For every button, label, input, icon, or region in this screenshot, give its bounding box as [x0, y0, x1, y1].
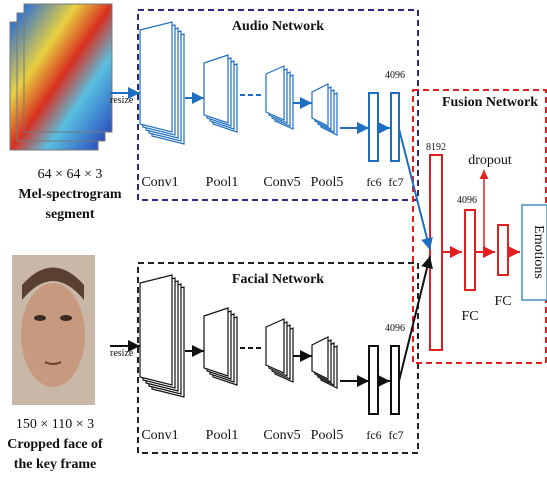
- fc-label: FC: [494, 294, 511, 309]
- fc-layer: [465, 210, 475, 290]
- fc-label: FC: [461, 309, 478, 324]
- arrow: [398, 256, 430, 385]
- layer-label: fc6: [366, 175, 381, 189]
- facial-input-label: Cropped face of: [7, 437, 103, 452]
- network-title: Audio Network: [232, 19, 324, 34]
- output-label: Emotions: [531, 225, 546, 279]
- layer-label: Conv1: [141, 428, 178, 443]
- conv-layer: [266, 66, 284, 120]
- dropout-label: dropout: [468, 153, 512, 168]
- resize-label: resize: [110, 95, 134, 106]
- layer-label: Conv1: [141, 175, 178, 190]
- fc-layer: [391, 93, 399, 161]
- concat-layer: [430, 155, 442, 350]
- layer-label: fc7: [388, 428, 403, 442]
- layer-label: Pool1: [206, 428, 239, 443]
- concat-size: 8192: [426, 142, 446, 153]
- conv-layer: [266, 319, 284, 373]
- layer-label: Pool5: [311, 428, 344, 443]
- layer-label: fc7: [388, 175, 403, 189]
- fc-layer: [369, 93, 378, 161]
- fusion-title: Fusion Network: [442, 95, 538, 110]
- fc-layer: [498, 225, 508, 275]
- fc-layer: [391, 346, 399, 414]
- fc-size: 4096: [457, 195, 477, 206]
- spectrogram-image: [10, 4, 112, 150]
- layer-label: Conv5: [263, 428, 300, 443]
- layer-label: Pool1: [206, 175, 239, 190]
- pool-layer: [204, 308, 228, 376]
- audio-input-label: Mel-spectrogram: [18, 187, 121, 202]
- audio-input-size: 64 × 64 × 3: [38, 167, 103, 182]
- pool-layer: [312, 337, 328, 379]
- fc-layer: [369, 346, 378, 414]
- fc-size: 4096: [385, 70, 405, 81]
- audio-input-label: segment: [46, 207, 95, 222]
- conv-layer: [140, 22, 172, 132]
- diagram: 64 × 64 × 3 Mel-spectrogram segment 150 …: [0, 0, 547, 483]
- facial-input-size: 150 × 110 × 3: [16, 417, 94, 432]
- layer-label: Conv5: [263, 175, 300, 190]
- layer-label: fc6: [366, 428, 381, 442]
- pool-layer: [204, 55, 228, 123]
- facial-input-label: the key frame: [14, 457, 96, 472]
- pool-layer: [312, 84, 328, 126]
- layer-label: Pool5: [311, 175, 344, 190]
- fc-size: 4096: [385, 323, 405, 334]
- network-title: Facial Network: [232, 272, 324, 287]
- conv-layer: [140, 275, 172, 385]
- face-image: [12, 255, 95, 405]
- resize-label: resize: [110, 348, 134, 359]
